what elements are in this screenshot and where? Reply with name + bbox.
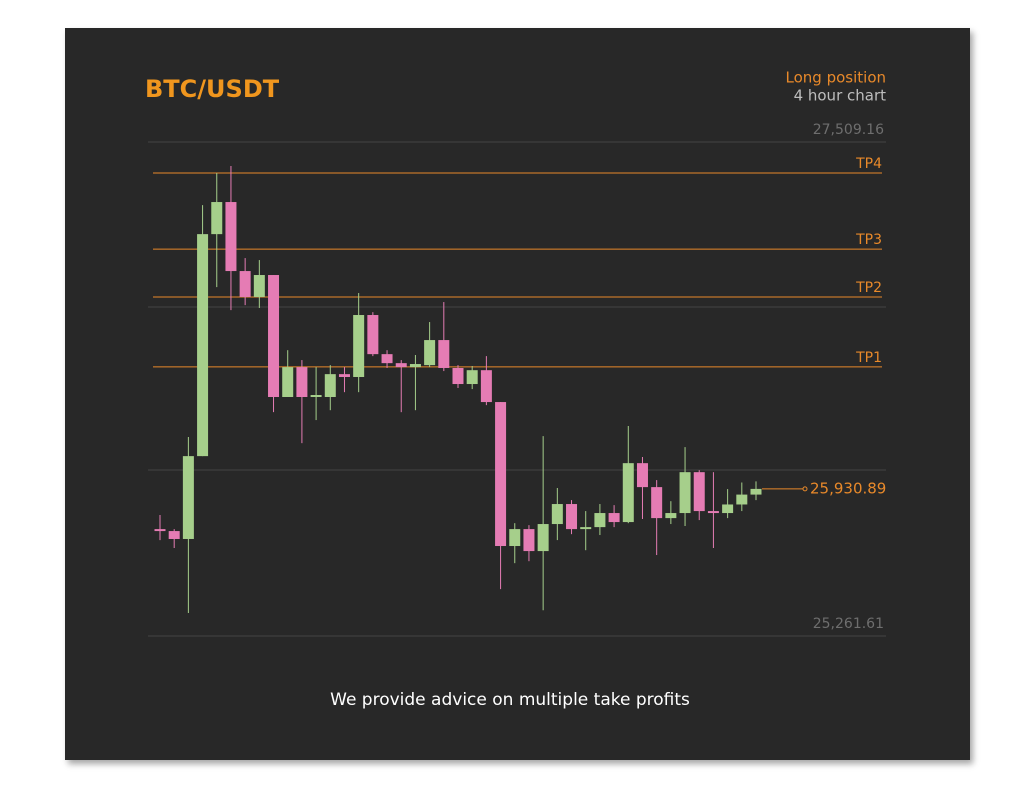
candle-body (168, 531, 180, 539)
candle-body (636, 463, 648, 488)
subtitle: Long position (786, 69, 886, 87)
candle-body (736, 494, 748, 505)
take-profit-label: TP4 (855, 156, 882, 172)
chart-title: BTC/USDT (145, 75, 280, 103)
candle-body (395, 363, 407, 368)
candle-body (310, 395, 322, 397)
price-label: 25,930.89 (810, 479, 886, 497)
candle-body (338, 374, 350, 377)
candle-body (466, 370, 478, 385)
candle-body (324, 374, 336, 397)
candle-body (750, 488, 762, 495)
candle-body (438, 340, 450, 368)
candle-body (679, 472, 691, 514)
candle-body (296, 367, 308, 397)
candle-body (537, 524, 549, 552)
candle-body (409, 364, 421, 368)
candle-body (282, 367, 294, 397)
candle-body (182, 456, 194, 539)
candle-body (523, 529, 535, 552)
candle-body (693, 472, 705, 512)
candle-body (594, 513, 606, 528)
candle-body (353, 315, 365, 377)
take-profit-label: TP3 (855, 232, 882, 248)
candle-body (551, 504, 563, 525)
candle-body (480, 370, 492, 403)
candle-body (622, 463, 634, 523)
candle-body (495, 402, 507, 547)
candle-body (197, 234, 209, 457)
card (65, 28, 970, 760)
candle-body (253, 275, 265, 297)
candle-body (509, 529, 521, 547)
candle-body (452, 367, 464, 385)
candle-body (211, 202, 223, 235)
candle-body (707, 511, 719, 514)
candle-body (665, 513, 677, 519)
candle-body (239, 271, 251, 297)
y-tick-label: 27,509.16 (813, 122, 884, 138)
candle-body (722, 504, 734, 514)
candle-body (580, 527, 592, 530)
candle-body (608, 513, 620, 523)
subtitle: 4 hour chart (794, 87, 887, 105)
candle-body (566, 504, 578, 530)
candle-body (651, 487, 663, 519)
candle-body (268, 275, 280, 397)
candle-body (367, 315, 379, 355)
candle-body (424, 340, 436, 366)
price-dot (802, 486, 808, 492)
candle-body (225, 202, 237, 272)
y-tick-label: 25,261.61 (813, 616, 884, 632)
take-profit-label: TP1 (855, 350, 882, 366)
take-profit-label: TP2 (855, 280, 882, 296)
candle-body (154, 529, 166, 532)
caption: We provide advice on multiple take profi… (330, 690, 690, 710)
candle-body (381, 354, 393, 364)
